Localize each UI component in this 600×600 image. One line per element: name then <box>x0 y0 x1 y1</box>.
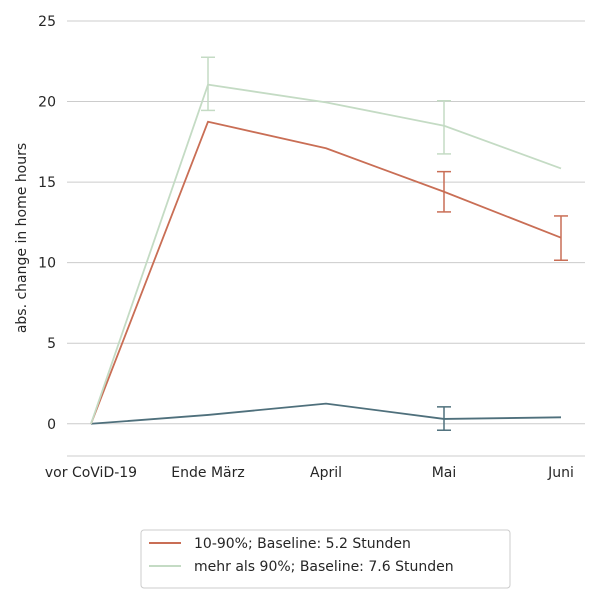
error-bar <box>437 406 451 431</box>
series-0 <box>90 402 562 431</box>
y-tick-label: 15 <box>38 175 56 191</box>
legend-entry: mehr als 90%; Baseline: 7.6 Stunden <box>149 559 454 575</box>
error-bar <box>437 170 451 213</box>
legend: 10-90%; Baseline: 5.2 Stunden mehr als 90… <box>140 529 511 589</box>
x-tick-label: vor CoViD-19 <box>45 465 137 481</box>
series-line <box>90 402 562 425</box>
legend-box <box>140 529 511 589</box>
legend-label: 10-90%; Baseline: 5.2 Stunden <box>194 536 411 552</box>
x-tick-labels: vor CoViD-19 Ende März April Mai Juni <box>45 465 574 481</box>
x-tick-label: Ende März <box>171 465 244 481</box>
error-bar <box>554 215 568 261</box>
series-line <box>90 120 562 425</box>
x-tick-label: Juni <box>547 465 574 481</box>
series-2 <box>90 56 562 425</box>
legend-entry: 10-90%; Baseline: 5.2 Stunden <box>149 536 411 552</box>
x-tick-label: Mai <box>432 465 457 481</box>
y-axis-label: abs. change in home hours <box>14 143 30 333</box>
y-tick-label: 5 <box>47 336 56 352</box>
y-tick-labels: 0 5 10 15 20 25 <box>38 14 56 433</box>
y-tick-label: 20 <box>38 95 56 111</box>
y-tick-label: 10 <box>38 256 56 272</box>
error-bar <box>437 100 451 155</box>
series-layer <box>90 56 568 431</box>
y-tick-label: 25 <box>38 14 56 30</box>
x-tick-label: April <box>310 465 342 481</box>
series-1 <box>90 120 568 425</box>
error-bar <box>201 56 215 112</box>
legend-label: mehr als 90%; Baseline: 7.6 Stunden <box>194 559 454 575</box>
legend-items: 10-90%; Baseline: 5.2 Stunden mehr als 90… <box>149 536 454 575</box>
y-tick-label: 0 <box>47 417 56 433</box>
series-line <box>90 83 562 425</box>
grid-layer <box>67 20 585 425</box>
